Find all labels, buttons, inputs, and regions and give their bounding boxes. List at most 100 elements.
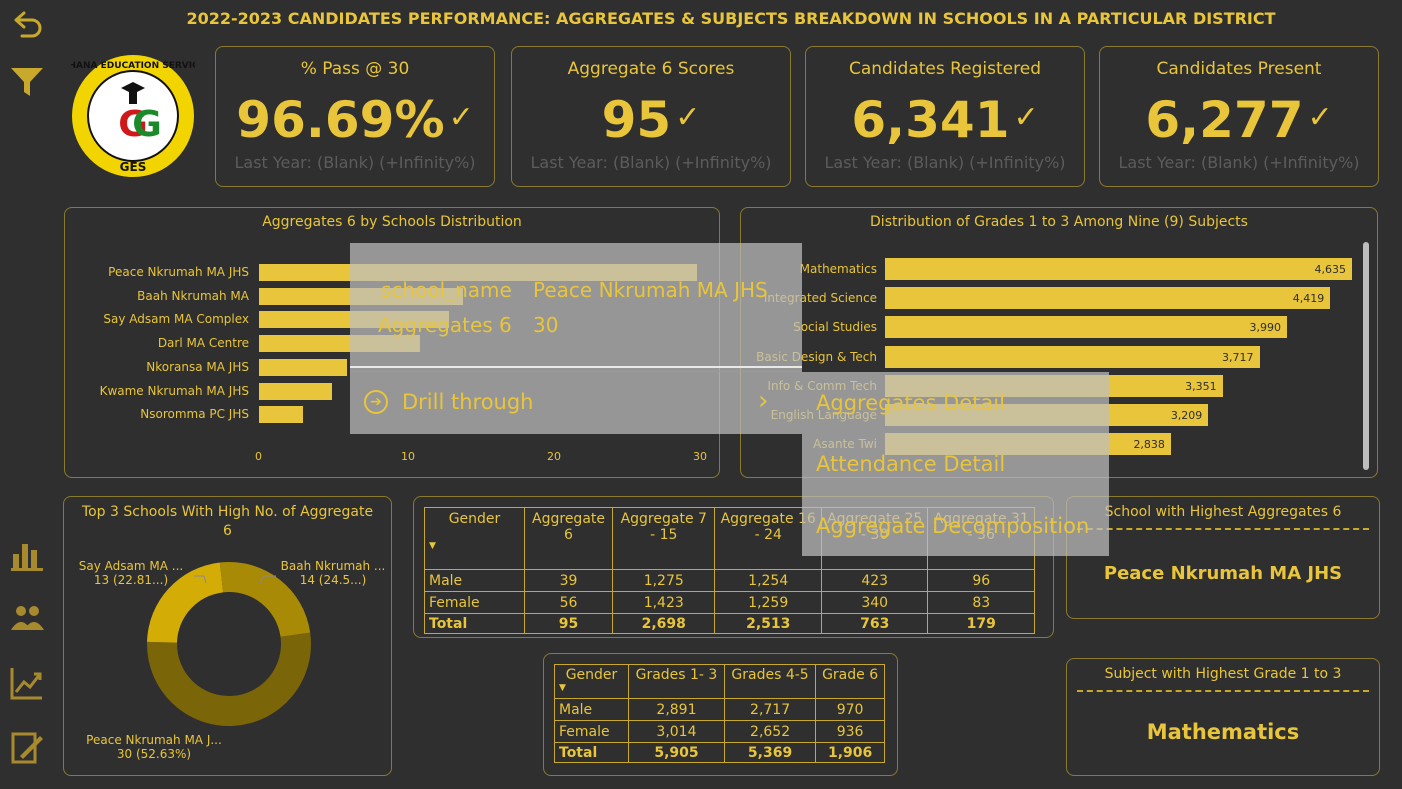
highest-subject-card[interactable]: Subject with Highest Grade 1 to 3 Mathem…	[1066, 658, 1380, 776]
check-icon: ✓	[675, 100, 701, 135]
table-cell: 1,254	[714, 569, 822, 592]
kpi-comparison: Last Year: (Blank) (+Infinity%)	[234, 153, 476, 172]
bar[interactable]	[259, 406, 303, 424]
table-cell: 83	[927, 591, 1035, 614]
bar-chart-icon[interactable]	[8, 536, 46, 574]
svg-text:G: G	[118, 104, 148, 145]
axis-tick: 20	[547, 450, 561, 463]
table-row[interactable]: Female 56 1,423 1,259 340 83	[424, 591, 1035, 614]
menu-item-aggregate-decomposition[interactable]: Aggregate Decomposition	[816, 514, 1090, 538]
table-cell: 423	[820, 569, 929, 592]
highest-aggregates-card[interactable]: School with Highest Aggregates 6 Peace N…	[1066, 496, 1380, 619]
top3-donut-chart[interactable]: Top 3 Schools With High No. of Aggregate…	[63, 496, 392, 776]
trend-icon[interactable]	[8, 664, 46, 702]
svg-text:G: G	[132, 104, 162, 145]
column-header[interactable]: Gender ▼	[424, 507, 525, 570]
drill-through-row[interactable]: ➔ Drill through ›	[364, 386, 784, 418]
kpi-card-present[interactable]: Candidates Present 6,277 ✓ Last Year: (Bl…	[1099, 46, 1379, 187]
menu-item-attendance-detail[interactable]: Attendance Detail	[816, 452, 1006, 476]
drill-through-label: Drill through	[402, 390, 534, 414]
table-total-row[interactable]: Total 5,905 5,369 1,906	[554, 742, 885, 763]
table-cell: 1,259	[714, 591, 822, 614]
bar[interactable]	[259, 382, 332, 400]
ges-logo: G G GES GHANA EDUCATION SERVICE	[61, 54, 205, 178]
table-total-row[interactable]: Total 95 2,698 2,513 763 179	[424, 613, 1035, 634]
bar[interactable]	[885, 345, 1260, 368]
kpi-card-aggregate-6[interactable]: Aggregate 6 Scores 95 ✓ Last Year: (Blank…	[511, 46, 791, 187]
scrollbar[interactable]	[1363, 242, 1369, 470]
kpi-card-registered[interactable]: Candidates Registered 6,341 ✓ Last Year: …	[805, 46, 1085, 187]
column-header[interactable]: Aggregate 7 - 15	[612, 507, 716, 570]
people-icon[interactable]	[8, 600, 46, 638]
back-icon[interactable]	[8, 6, 46, 44]
drill-through-icon: ➔	[364, 390, 388, 414]
grade-table-card[interactable]: Gender ▼ Grades 1- 3 Grades 4-5 Grade 6 M…	[543, 653, 898, 776]
data-label: 4,419	[1292, 292, 1325, 306]
chevron-right-icon: ›	[758, 386, 769, 416]
table-cell: Male	[554, 698, 629, 721]
chart-title: Top 3 Schools With High No. of Aggregate…	[81, 504, 374, 539]
table-cell: 2,717	[723, 698, 817, 721]
table-cell: 5,369	[723, 742, 817, 763]
column-header[interactable]: Gender ▼	[554, 664, 629, 699]
bar[interactable]	[885, 287, 1331, 310]
donut-label-peace: Peace Nkrumah MA J... 30 (52.63%)	[86, 733, 222, 761]
table-cell: Female	[554, 720, 629, 743]
bar-label: Say Adsam MA Complex	[103, 312, 249, 327]
check-icon: ✓	[448, 100, 474, 135]
axis-tick: 0	[255, 450, 262, 463]
table-cell: 2,891	[628, 698, 725, 721]
drill-through-menu: Aggregates Detail Attendance Detail Aggr…	[802, 372, 1109, 556]
data-label: 3,717	[1222, 350, 1254, 364]
table-cell: Total	[424, 613, 525, 634]
donut-label-baah: Baah Nkrumah ... 14 (24.5...)	[280, 559, 386, 587]
donut-slice[interactable]	[147, 632, 311, 726]
chart-tooltip: school_name Peace Nkrumah MA JHS Aggrega…	[350, 243, 802, 434]
bar[interactable]	[885, 258, 1352, 280]
chart-title: Aggregates 6 by Schools Distribution	[262, 214, 522, 230]
bar-label: Social Studies	[793, 320, 877, 335]
column-header[interactable]: Grade 6	[815, 664, 885, 699]
column-header[interactable]: Aggregate 6	[523, 507, 614, 570]
table-cell: 936	[815, 720, 885, 743]
table-cell: 96	[927, 569, 1035, 592]
kpi-value: 6,277 ✓	[1145, 91, 1333, 149]
svg-text:GES: GES	[120, 160, 147, 174]
table-row[interactable]: Female 3,014 2,652 936	[554, 720, 885, 743]
leader-line	[194, 575, 207, 584]
table-cell: Female	[424, 591, 525, 614]
axis-tick: 10	[401, 450, 415, 463]
table-cell: 39	[523, 569, 614, 592]
kpi-value: 96.69% ✓	[236, 91, 474, 149]
table-cell: 2,652	[723, 720, 817, 743]
table-cell: 95	[523, 613, 614, 634]
donut-slice[interactable]	[147, 562, 224, 643]
page-title: 2022-2023 CANDIDATES PERFORMANCE: AGGREG…	[186, 9, 1276, 28]
table-row[interactable]: Male 2,891 2,717 970	[554, 698, 885, 721]
bar-label: Mathematics	[799, 262, 877, 276]
table-cell: Male	[424, 569, 525, 592]
kpi-comparison: Last Year: (Blank) (+Infinity%)	[824, 153, 1066, 172]
table-cell: 3,014	[628, 720, 725, 743]
table-cell: 340	[820, 591, 929, 614]
chart-title: Distribution of Grades 1 to 3 Among Nine…	[870, 214, 1248, 230]
kpi-card-pass-rate[interactable]: % Pass @ 30 96.69% ✓ Last Year: (Blank) (…	[215, 46, 495, 187]
edit-document-icon[interactable]	[8, 728, 46, 766]
column-header[interactable]: Grades 1- 3	[628, 664, 725, 699]
table-cell: 2,698	[612, 613, 716, 634]
table-cell: 179	[927, 613, 1035, 634]
bar-label: Nkoransa MA JHS	[146, 359, 249, 374]
sort-icon: ▼	[559, 683, 566, 693]
table-row[interactable]: Male 39 1,275 1,254 423 96	[424, 569, 1035, 592]
donut-slice[interactable]	[219, 562, 311, 637]
bar[interactable]	[259, 358, 347, 376]
tooltip-key: Aggregates 6	[378, 313, 512, 337]
bar-label: Baah Nkrumah MA	[137, 288, 249, 303]
tooltip-key: school_name	[381, 278, 512, 302]
menu-item-aggregates-detail[interactable]: Aggregates Detail	[816, 391, 1005, 415]
filter-icon[interactable]	[8, 62, 46, 100]
bar[interactable]	[885, 316, 1287, 339]
kpi-comparison: Last Year: (Blank) (+Infinity%)	[530, 153, 772, 172]
kpi-value: 6,341 ✓	[851, 91, 1039, 149]
column-header[interactable]: Grades 4-5	[723, 664, 817, 699]
